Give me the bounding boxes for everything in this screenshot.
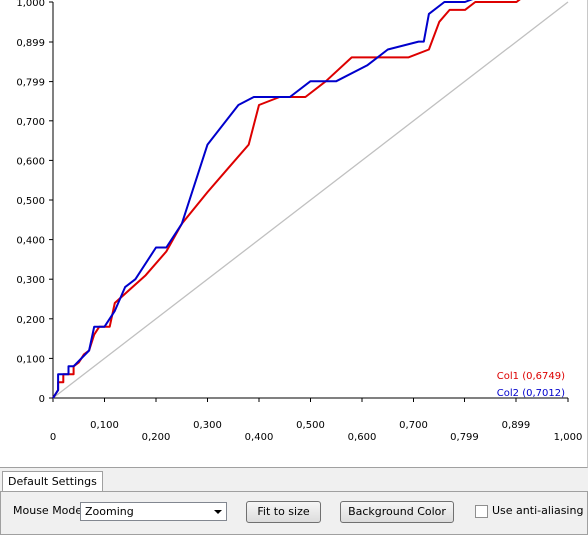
y-tick-label: 0,500 — [16, 196, 45, 207]
series-line-2 — [52, 0, 474, 399]
mouse-mode-select[interactable]: Zooming — [80, 502, 227, 521]
legend-entry: Col1 (0,6749) — [497, 371, 565, 382]
fit-to-size-button[interactable]: Fit to size — [246, 501, 321, 523]
x-tick-label: 0,100 — [90, 420, 119, 431]
x-tick-label: 0,700 — [399, 420, 428, 431]
mouse-mode-value: Zooming — [85, 505, 134, 518]
x-tick-label: 0,300 — [193, 420, 222, 431]
settings-panel: Mouse Mode Zooming Fit to size Backgroun… — [0, 491, 588, 535]
anti-aliasing-label[interactable]: Use anti-aliasing — [492, 504, 584, 517]
anti-aliasing-checkbox[interactable] — [475, 505, 488, 518]
y-tick-label: 0,100 — [16, 354, 45, 365]
legend-entry: Col2 (0,7012) — [497, 388, 565, 399]
y-tick-label: 0,200 — [16, 315, 45, 326]
x-tick-label: 0,500 — [296, 420, 325, 431]
diagonal-reference-line — [52, 1, 569, 399]
x-tick-label: 0,200 — [142, 432, 171, 443]
y-tick-label: 0 — [39, 394, 45, 405]
y-tick-label: 0,899 — [16, 38, 45, 49]
x-tick-label: 1,000 — [554, 432, 583, 443]
y-tick-label: 0,799 — [16, 78, 45, 89]
background-color-button[interactable]: Background Color — [340, 501, 454, 523]
x-tick-label: 0,799 — [450, 432, 479, 443]
y-tick-label: 1,000 — [16, 0, 45, 9]
mouse-mode-label: Mouse Mode — [13, 504, 83, 517]
y-tick-label: 0,400 — [16, 236, 45, 247]
y-tick-label: 0,700 — [16, 117, 45, 128]
tab-strip: Default Settings — [0, 469, 588, 492]
roc-chart[interactable]: 0 0,100 0,200 0,300 0,400 0,500 0,600 0,700 0,79… — [0, 0, 587, 467]
y-tick-label: 0,300 — [16, 275, 45, 286]
y-tick-label: 0,600 — [16, 156, 45, 167]
roc-plot-panel[interactable]: 0 0,100 0,200 0,300 0,400 0,500 0,600 0,700 0,79… — [0, 0, 588, 468]
tab-default-settings[interactable]: Default Settings — [2, 471, 103, 491]
x-tick-label: 0,899 — [502, 420, 531, 431]
x-tick-label: 0,400 — [245, 432, 274, 443]
series-line-1 — [52, 0, 521, 399]
x-tick-label: 0,600 — [348, 432, 377, 443]
chevron-down-icon[interactable] — [214, 510, 222, 514]
x-tick-label: 0 — [50, 432, 56, 443]
